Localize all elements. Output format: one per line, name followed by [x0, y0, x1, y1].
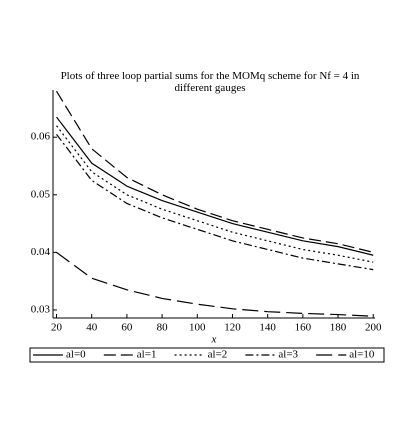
x-tick-label: 40 — [86, 322, 98, 334]
legend-label: al=3 — [278, 349, 298, 361]
y-tick-label: 0.06 — [31, 131, 51, 143]
x-tick-label: 120 — [224, 322, 241, 334]
y-tick-label: 0.03 — [31, 303, 51, 315]
x-tick-label: 80 — [157, 322, 169, 334]
x-tick-label: 20 — [51, 322, 63, 334]
legend-label: al=0 — [66, 349, 86, 361]
x-axis-label: x — [211, 334, 217, 346]
y-tick-label: 0.04 — [31, 246, 51, 258]
series-line — [56, 90, 374, 253]
legend-label: al=1 — [137, 349, 157, 361]
legend-label: al=2 — [208, 349, 228, 361]
x-tick-label: 180 — [330, 322, 347, 334]
x-tick-label: 200 — [365, 322, 382, 334]
series-line — [56, 251, 374, 317]
y-tick-label: 0.05 — [31, 188, 51, 200]
x-tick-label: 60 — [121, 322, 133, 334]
legend-label: al=10 — [349, 349, 375, 361]
series-line — [56, 133, 374, 271]
chart-title: Plots of three loop partial sums for the… — [60, 70, 360, 94]
series-line — [56, 116, 374, 256]
legend-box — [29, 347, 385, 363]
x-tick-label: 160 — [295, 322, 312, 334]
x-tick-label: 100 — [189, 322, 206, 334]
series-line — [56, 125, 374, 263]
x-tick-label: 140 — [259, 322, 276, 334]
